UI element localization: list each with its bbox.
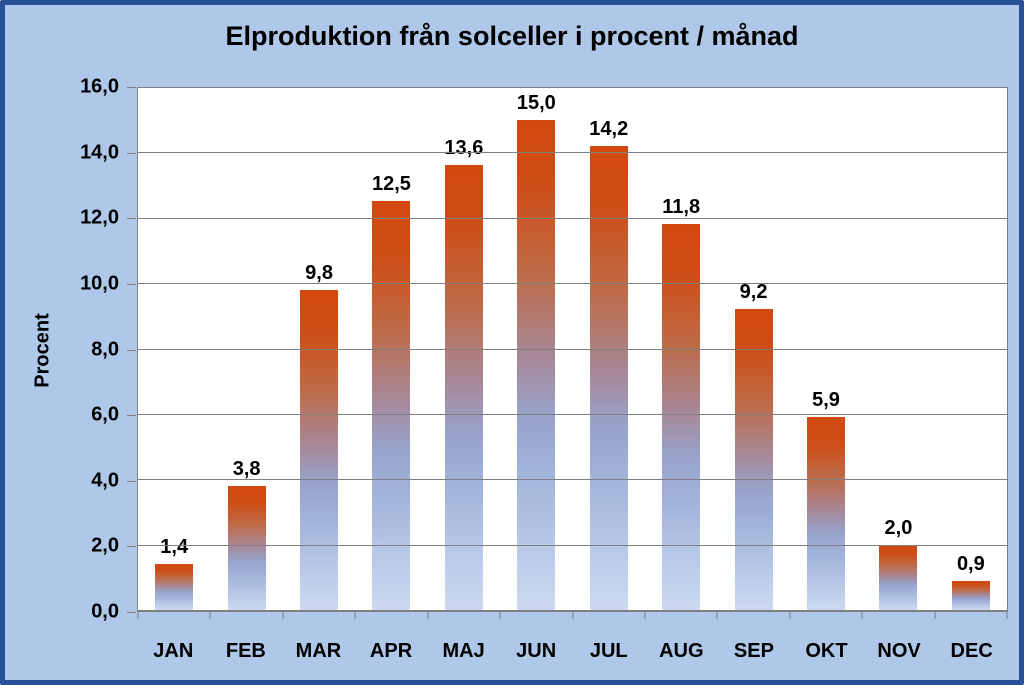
bar-feb <box>227 485 266 610</box>
bar-slot-dec: 0,9 <box>935 87 1007 610</box>
x-tick-mark <box>934 612 936 619</box>
bar-value-label-apr: 12,5 <box>372 173 411 196</box>
bar-jan <box>155 564 194 610</box>
bar-jun <box>517 119 556 610</box>
gridline <box>138 479 1007 481</box>
bar-apr <box>372 201 411 610</box>
gridline <box>138 348 1007 350</box>
y-tick-label: 4,0 <box>91 469 119 492</box>
bar-dec <box>951 580 990 610</box>
gridline <box>138 413 1007 415</box>
bar-slot-jan: 1,4 <box>138 87 210 610</box>
y-tick-label: 14,0 <box>80 141 119 164</box>
y-tick-label: 12,0 <box>80 206 119 229</box>
bar-value-label-aug: 11,8 <box>662 196 701 219</box>
x-label-maj: MAJ <box>442 639 485 662</box>
plot-area: 1,4 3,8 9,8 12,5 13,6 15,0 14,2 11,8 9,2 5,9 2,0 0,… <box>137 87 1008 619</box>
bar-value-label-mar: 9,8 <box>305 261 333 284</box>
bar-value-label-sep: 9,2 <box>739 281 768 304</box>
bar-mar <box>300 289 339 610</box>
x-label-jul: JUL <box>589 639 628 662</box>
bar-aug <box>662 224 701 610</box>
gridline <box>138 152 1007 154</box>
gridline <box>138 87 1007 88</box>
bar-slot-okt: 5,9 <box>790 87 862 610</box>
bar-value-label-feb: 3,8 <box>232 457 261 480</box>
bar-slot-sep: 9,2 <box>717 87 789 610</box>
x-label-aug: AUG <box>659 639 704 662</box>
bar-value-label-dec: 0,9 <box>956 552 985 575</box>
x-label-okt: OKT <box>805 639 848 662</box>
bar-maj <box>444 165 483 610</box>
x-tick-mark <box>861 612 863 619</box>
x-tick-mark <box>1006 612 1008 619</box>
y-tick-mark <box>127 283 136 285</box>
y-tick-mark <box>127 546 136 548</box>
bar-value-label-nov: 2,0 <box>884 516 913 539</box>
bar-slot-aug: 11,8 <box>645 87 717 610</box>
gridline <box>138 283 1007 285</box>
y-tick-mark <box>127 152 136 154</box>
y-tick-mark <box>127 218 136 220</box>
chart-title: Elproduktion från solceller i procent / … <box>225 21 799 51</box>
bar-slot-mar: 9,8 <box>283 87 355 610</box>
gridline <box>138 544 1007 546</box>
x-label-dec: DEC <box>950 639 993 662</box>
bar-nov <box>879 544 918 610</box>
x-label-jan: JAN <box>153 639 194 662</box>
bars-row: 1,4 3,8 9,8 12,5 13,6 15,0 14,2 11,8 9,2 5,9 2,0 0,… <box>138 87 1007 610</box>
gridline <box>138 217 1007 219</box>
x-tick-mark <box>572 612 573 619</box>
bar-slot-jun: 15,0 <box>500 87 572 610</box>
y-tick-mark <box>127 415 136 417</box>
x-label-feb: FEB <box>225 639 266 662</box>
x-tick-mark <box>354 612 356 619</box>
y-tick-mark <box>127 612 136 613</box>
x-label-jun: JUN <box>516 639 557 662</box>
bar-value-label-jul: 14,2 <box>589 117 629 140</box>
x-tick-mark <box>427 612 429 619</box>
x-label-sep: SEP <box>733 639 774 662</box>
y-tick-mark <box>127 349 136 351</box>
bar-jul <box>589 145 628 610</box>
bar-slot-feb: 3,8 <box>210 87 282 610</box>
x-tick-mark <box>716 612 718 619</box>
x-tick-mark <box>137 612 139 619</box>
y-tick-label: 6,0 <box>91 403 119 426</box>
bar-sep <box>734 309 773 610</box>
bar-slot-nov: 2,0 <box>862 87 934 610</box>
x-tick-mark <box>499 612 501 619</box>
y-tick-label: 0,0 <box>91 600 119 623</box>
y-tick-mark <box>127 480 136 482</box>
x-label-apr: APR <box>369 639 413 662</box>
bar-slot-jul: 14,2 <box>573 87 645 610</box>
x-axis-labels: JAN FEB MAR APR MAJ JUN JUL AUG SEP OKT NOV DEC <box>137 629 1008 673</box>
bar-value-label-okt: 5,9 <box>812 389 840 412</box>
x-tick-mark <box>789 612 791 619</box>
y-tick-label: 8,0 <box>91 338 119 360</box>
x-tick-mark <box>644 612 646 619</box>
y-tick-mark <box>127 87 136 88</box>
bar-okt <box>807 417 845 610</box>
x-label-mar: MAR <box>295 639 342 662</box>
y-tick-label: 10,0 <box>80 272 119 295</box>
y-tick-label: 16,0 <box>80 75 119 98</box>
x-label-nov: NOV <box>877 639 921 662</box>
bar-slot-maj: 13,6 <box>428 87 500 610</box>
x-tick-mark <box>282 612 284 619</box>
bar-slot-apr: 12,5 <box>355 87 427 610</box>
bar-value-label-jun: 15,0 <box>516 91 556 114</box>
x-tick-mark <box>209 612 211 619</box>
bar-value-label-maj: 13,6 <box>444 137 484 160</box>
bar-value-label-jan: 1,4 <box>160 536 189 559</box>
y-tick-label: 2,0 <box>91 534 119 557</box>
